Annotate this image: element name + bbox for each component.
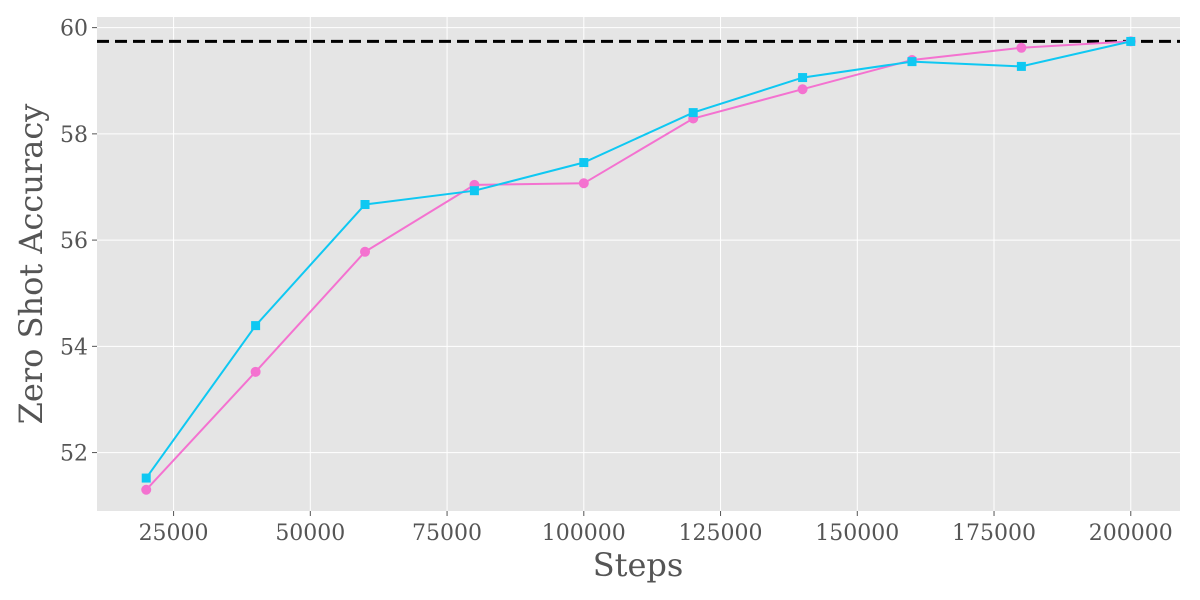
y-tick-label: 54: [60, 335, 88, 360]
y-axis-title: Zero Shot Accuracy: [12, 104, 50, 425]
y-tick-label: 52: [60, 442, 88, 467]
data-point: [907, 57, 917, 67]
data-point: [579, 158, 589, 168]
x-axis-title: Steps: [593, 546, 684, 584]
data-point: [360, 246, 371, 257]
data-point: [251, 321, 261, 331]
x-tick-label: 200000: [1089, 521, 1173, 546]
series-line: [145, 40, 1131, 491]
plot-background: [97, 17, 1180, 511]
data-point: [469, 186, 479, 196]
data-point: [1126, 36, 1136, 46]
data-point: [360, 200, 370, 210]
data-point: [578, 178, 589, 189]
y-tick-label: 58: [60, 123, 88, 148]
data-point: [141, 484, 152, 495]
data-point: [688, 108, 698, 118]
tick-labels: 25000 50000 75000 100000 125000 150000 175000 2…: [60, 17, 1173, 546]
x-tick-label: 50000: [275, 521, 345, 546]
x-tick-label: 100000: [542, 521, 626, 546]
y-tick-label: 56: [60, 229, 88, 254]
series-layer: [141, 36, 1136, 495]
x-tick-label: 75000: [412, 521, 482, 546]
x-tick-label: 125000: [679, 521, 763, 546]
data-point: [797, 84, 808, 95]
grid: [97, 17, 1180, 511]
x-tick-label: 175000: [952, 521, 1036, 546]
data-point: [141, 473, 151, 483]
data-point: [1016, 42, 1027, 53]
data-point: [250, 366, 261, 377]
y-tick-label: 60: [60, 17, 88, 42]
series-line: [145, 40, 1132, 479]
x-tick-label: 25000: [139, 521, 209, 546]
series-2: [141, 36, 1136, 483]
x-tick-label: 150000: [815, 521, 899, 546]
data-point: [1016, 61, 1026, 71]
data-point: [798, 73, 808, 83]
